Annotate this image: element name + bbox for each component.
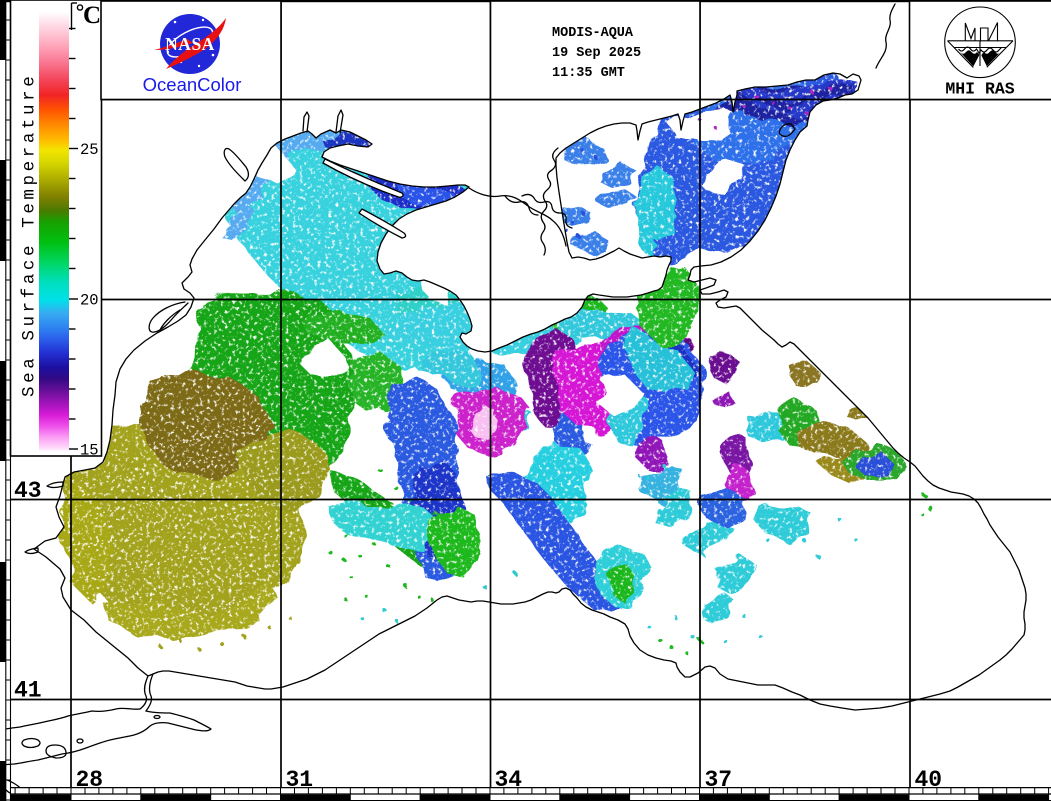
svg-text:C: C xyxy=(83,2,101,29)
svg-text:15: 15 xyxy=(80,442,99,460)
svg-text:25: 25 xyxy=(80,141,99,159)
svg-text:31: 31 xyxy=(286,767,314,793)
svg-text:34: 34 xyxy=(495,767,523,793)
svg-text:OceanColor: OceanColor xyxy=(143,74,242,95)
svg-text:NASA: NASA xyxy=(165,34,215,54)
svg-text:41: 41 xyxy=(14,678,42,704)
svg-text:28: 28 xyxy=(76,767,104,793)
svg-text:11:35 GMT: 11:35 GMT xyxy=(552,66,625,81)
svg-text:20: 20 xyxy=(80,292,99,310)
svg-text:MHI RAS: MHI RAS xyxy=(945,80,1014,99)
svg-text:37: 37 xyxy=(705,767,733,793)
svg-text:Sea Surface Temperature: Sea Surface Temperature xyxy=(20,73,40,397)
svg-text:19 Sep 2025: 19 Sep 2025 xyxy=(552,46,641,61)
svg-text:40: 40 xyxy=(915,767,943,793)
svg-text:MODIS-AQUA: MODIS-AQUA xyxy=(552,26,634,41)
svg-text:43: 43 xyxy=(14,478,42,504)
